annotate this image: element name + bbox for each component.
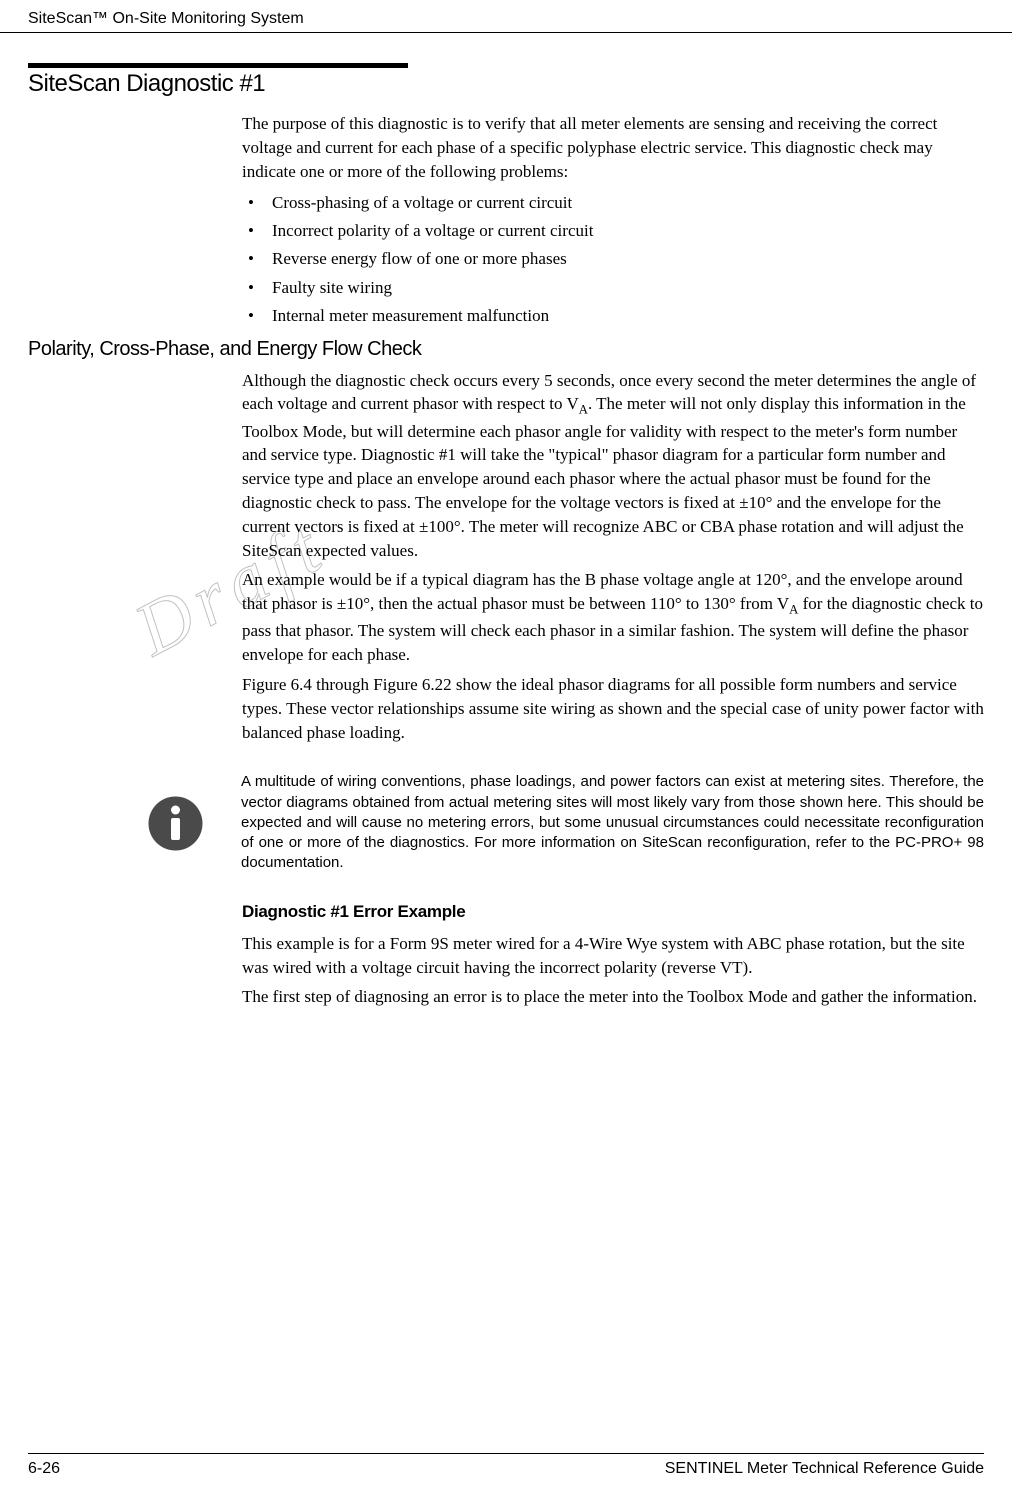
page-footer: 6-26 SENTINEL Meter Technical Reference … bbox=[28, 1453, 984, 1478]
intro-paragraph: The purpose of this diagnostic is to ver… bbox=[242, 112, 984, 183]
list-item: Cross-phasing of a voltage or current ci… bbox=[242, 189, 984, 217]
para-text: . The meter will not only display this i… bbox=[242, 394, 966, 559]
section-divider bbox=[28, 63, 408, 68]
error-example-heading: Diagnostic #1 Error Example bbox=[242, 902, 984, 922]
section-title-diagnostic: SiteScan Diagnostic #1 bbox=[28, 70, 984, 98]
error-example-para1: This example is for a Form 9S meter wire… bbox=[242, 932, 984, 980]
problem-list: Cross-phasing of a voltage or current ci… bbox=[242, 189, 984, 329]
header-title: SiteScan™ On-Site Monitoring System bbox=[28, 10, 304, 27]
error-example-para2: The first step of diagnosing an error is… bbox=[242, 985, 984, 1009]
subscript: A bbox=[579, 403, 588, 417]
info-callout: A multitude of wiring conventions, phase… bbox=[148, 772, 984, 873]
info-icon bbox=[148, 796, 203, 851]
footer-page-number: 6-26 bbox=[28, 1460, 60, 1478]
page-header: SiteScan™ On-Site Monitoring System bbox=[0, 0, 1012, 33]
subsection-title-polarity: Polarity, Cross-Phase, and Energy Flow C… bbox=[28, 338, 984, 361]
page-content: SiteScan Diagnostic #1 The purpose of th… bbox=[0, 33, 1012, 1009]
polarity-para2: An example would be if a typical diagram… bbox=[242, 568, 984, 667]
list-item: Incorrect polarity of a voltage or curre… bbox=[242, 217, 984, 245]
subscript: A bbox=[789, 603, 798, 617]
footer-guide-title: SENTINEL Meter Technical Reference Guide bbox=[665, 1460, 984, 1478]
polarity-para1: Although the diagnostic check occurs eve… bbox=[242, 369, 984, 563]
list-item: Faulty site wiring bbox=[242, 274, 984, 302]
info-text: A multitude of wiring conventions, phase… bbox=[241, 772, 984, 873]
list-item: Reverse energy flow of one or more phase… bbox=[242, 245, 984, 273]
polarity-para3: Figure 6.4 through Figure 6.22 show the … bbox=[242, 673, 984, 744]
list-item: Internal meter measurement malfunction bbox=[242, 302, 984, 330]
